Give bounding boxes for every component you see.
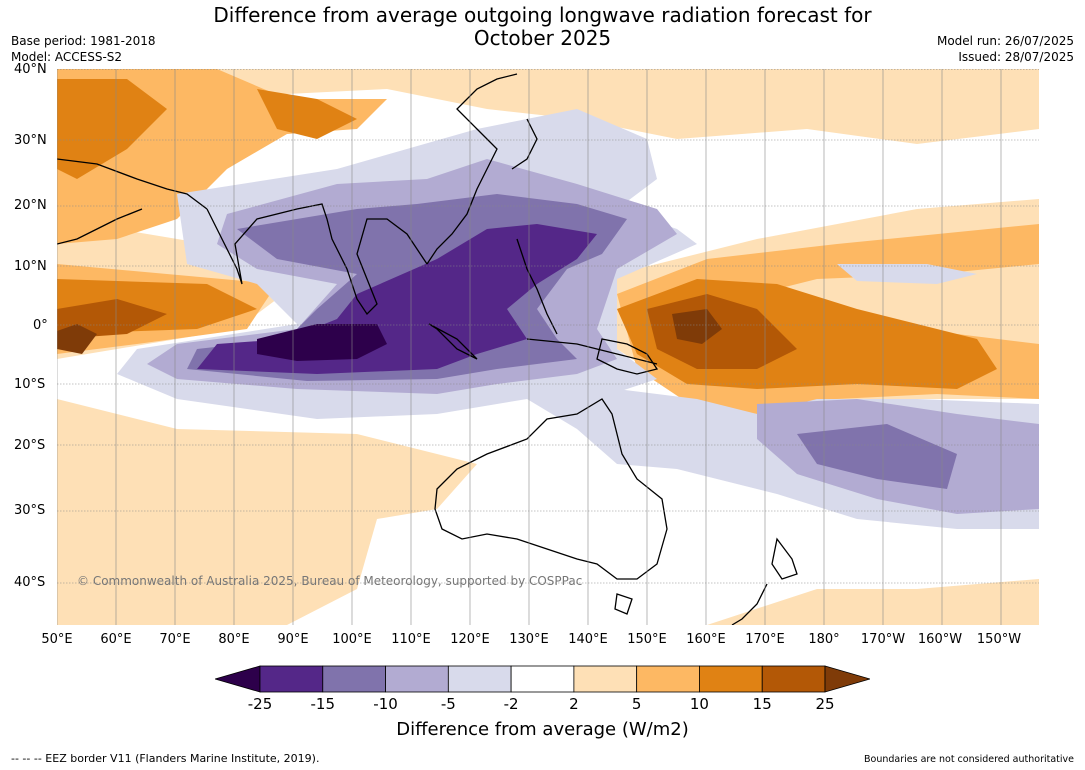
colorbar-tick-label: -15 bbox=[310, 695, 336, 713]
colorbar-cell bbox=[510, 665, 575, 693]
colorbar-tick-label: 15 bbox=[752, 695, 772, 713]
colorbar-cell bbox=[573, 665, 638, 693]
map-title: Difference from average outgoing longwav… bbox=[0, 4, 1085, 50]
lat-label: 20°S bbox=[14, 438, 46, 453]
colorbar-cell bbox=[259, 665, 324, 693]
lat-label: 20°N bbox=[14, 198, 47, 213]
lon-label: 90°E bbox=[277, 632, 309, 647]
lon-label: 170°E bbox=[745, 632, 785, 647]
lon-label: 100°E bbox=[332, 632, 372, 647]
title-line-1: Difference from average outgoing longwav… bbox=[213, 3, 872, 27]
colorbar-tick-label: 25 bbox=[815, 695, 835, 713]
colorbar bbox=[215, 665, 870, 693]
lon-label: 160°W bbox=[917, 632, 963, 647]
meta-right: Model run: 26/07/2025 Issued: 28/07/2025 bbox=[937, 33, 1074, 65]
colorbar-cell bbox=[447, 665, 512, 693]
footer-eez-note: -- -- -- EEZ border V11 (Flanders Marine… bbox=[11, 752, 320, 765]
colorbar-cells bbox=[215, 665, 870, 693]
anomaly-map bbox=[57, 69, 1039, 625]
colorbar-cell bbox=[699, 665, 763, 693]
lon-label: 180° bbox=[808, 632, 840, 647]
lon-label: 70°E bbox=[159, 632, 191, 647]
model-run: Model run: 26/07/2025 bbox=[936, 34, 1074, 48]
lat-label: 30°N bbox=[14, 133, 47, 148]
lon-label: 120°E bbox=[450, 632, 490, 647]
colorbar-extend-low bbox=[215, 665, 261, 693]
lon-label: 150°E bbox=[627, 632, 667, 647]
colorbar-cell bbox=[636, 665, 700, 693]
colorbar-cell bbox=[385, 665, 449, 693]
colorbar-tick-label: 10 bbox=[689, 695, 709, 713]
colorbar-cell bbox=[322, 665, 386, 693]
coastlines bbox=[57, 73, 798, 625]
lon-label: 50°E bbox=[41, 632, 73, 647]
colorbar-tick-label: -2 bbox=[503, 695, 519, 713]
colorbar-title: Difference from average (W/m2) bbox=[396, 719, 689, 740]
base-period: Base period: 1981-2018 bbox=[11, 34, 156, 48]
meridians bbox=[57, 69, 1002, 625]
lon-label: 110°E bbox=[391, 632, 431, 647]
meta-left: Base period: 1981-2018 Model: ACCESS-S2 bbox=[11, 33, 156, 65]
colorbar-tick-label: -5 bbox=[440, 695, 456, 713]
issued-date: Issued: 28/07/2025 bbox=[958, 50, 1074, 64]
lat-label: 30°S bbox=[14, 503, 46, 518]
footer-boundaries-note: Boundaries are not considered authoritat… bbox=[864, 754, 1074, 765]
colorbar-tick-label: 2 bbox=[569, 695, 579, 713]
model-name: Model: ACCESS-S2 bbox=[11, 50, 123, 64]
colorbar-cell bbox=[761, 665, 826, 693]
lat-label: 10°N bbox=[14, 259, 47, 274]
lon-label: 170°W bbox=[860, 632, 906, 647]
lat-label: 40°N bbox=[14, 62, 47, 77]
colorbar-tick-label: 5 bbox=[631, 695, 642, 713]
copyright-notice: © Commonwealth of Australia 2025, Bureau… bbox=[77, 574, 583, 588]
lon-label: 60°E bbox=[100, 632, 132, 647]
colorbar-tick-label: -25 bbox=[247, 695, 273, 713]
lat-label: 0° bbox=[33, 318, 48, 333]
lon-label: 150°W bbox=[976, 632, 1022, 647]
lon-label: 130°E bbox=[509, 632, 549, 647]
lon-label: 160°E bbox=[686, 632, 726, 647]
colorbar-extend-high bbox=[824, 665, 870, 693]
lat-label: 10°S bbox=[14, 377, 46, 392]
lon-label: 140°E bbox=[568, 632, 608, 647]
title-line-2: October 2025 bbox=[473, 26, 612, 50]
lon-label: 80°E bbox=[218, 632, 250, 647]
lat-label: 40°S bbox=[14, 575, 46, 590]
colorbar-tick-label: -10 bbox=[373, 695, 398, 713]
